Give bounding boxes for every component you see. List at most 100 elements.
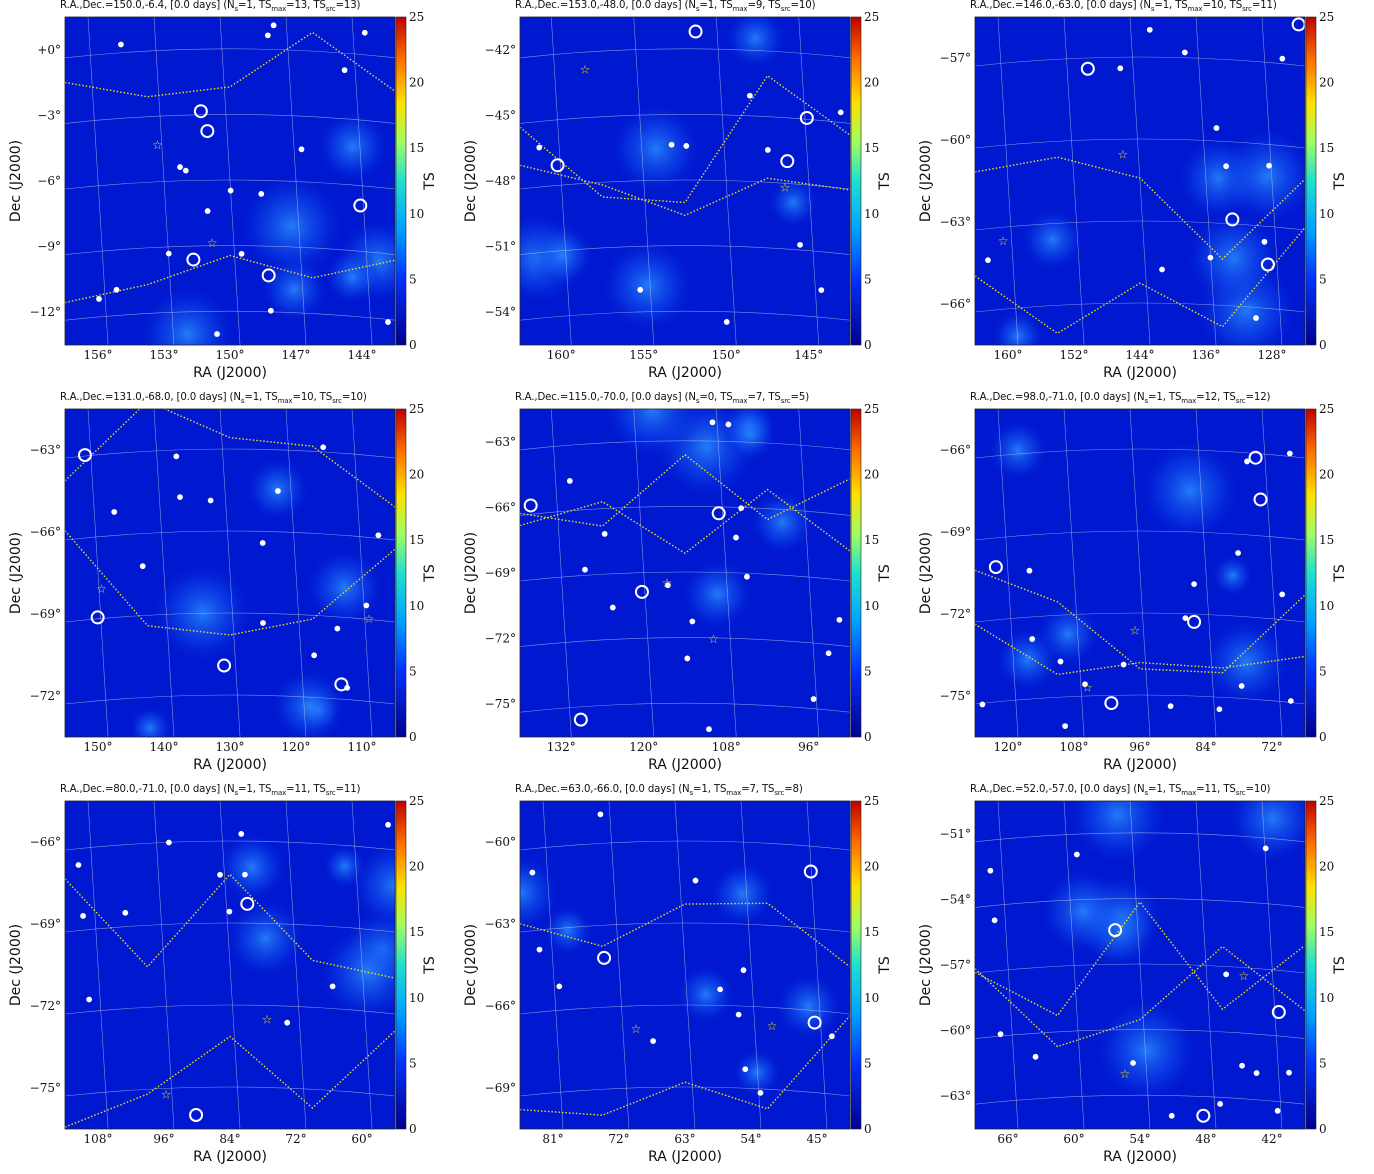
- ts-excess-blob: [774, 971, 844, 1042]
- ra-gridline: [87, 409, 109, 737]
- catalog-source-marker: [86, 996, 93, 1003]
- galactic-contour: [975, 227, 1305, 335]
- colorbar-tick-label: 25: [864, 402, 879, 416]
- colorbar-tick-label: 10: [1319, 599, 1334, 613]
- colorbar-tick-label: 15: [1319, 533, 1334, 547]
- colorbar-label: TS: [877, 172, 893, 191]
- colorbar-tick-label: 15: [409, 533, 424, 547]
- dec-tick-label: −63°: [485, 917, 516, 931]
- ts-map-svg: ☆ ☆ 0 5 10 15 20 25 TS 156° 153° 150° 147° 144° RA (J2…: [8, 10, 438, 381]
- catalog-source-marker: [536, 946, 543, 953]
- y-axis-label: Dec (J2000): [918, 140, 934, 222]
- ts-map-panel: R.A.,Dec.=52.0,-57.0, [0.0 days] (Ns=1, …: [910, 784, 1350, 1174]
- catalog-source-marker: [1239, 1062, 1245, 1069]
- catalog-source-marker: [207, 497, 214, 504]
- map-frame: [64, 800, 396, 1130]
- catalog-source-marker: [601, 531, 608, 537]
- colorbar-tick-label: 20: [409, 76, 424, 90]
- catalog-source-marker: [1062, 723, 1068, 730]
- catalog-source-marker: [258, 191, 265, 197]
- ts-map-svg: ☆ ☆ 0 5 10 15 20 25 TS 66° 60° 54° 48° 42° RA (J2000) −…: [918, 794, 1348, 1165]
- ts-map-panel: R.A.,Dec.=80.0,-71.0, [0.0 days] (Ns=1, …: [0, 784, 440, 1174]
- ts-excess-blob: [680, 557, 755, 632]
- catalog-source-marker: [77, 448, 92, 463]
- colorbar-tick-label: 0: [1319, 338, 1327, 352]
- catalog-source-marker: [385, 319, 391, 325]
- catalog-source-marker: [1271, 1005, 1286, 1020]
- ts-excess-blob: [215, 831, 288, 904]
- colorbar-tick-label: 5: [864, 1056, 872, 1070]
- dec-gridline: [65, 694, 395, 705]
- catalog-source-marker: [742, 1066, 749, 1073]
- catalog-source-marker: [320, 444, 327, 451]
- ts-map-panel: R.A.,Dec.=98.0,-71.0, [0.0 days] (Ns=1, …: [910, 392, 1350, 782]
- catalog-source-marker: [1120, 661, 1127, 668]
- catalog-source-marker: [597, 950, 612, 965]
- ra-tick-label: 81°: [542, 1132, 563, 1146]
- ts-excess-blob: [1092, 996, 1201, 1105]
- catalog-source-marker: [717, 986, 724, 993]
- colorbar-tick-label: 0: [409, 730, 417, 744]
- catalog-source-marker: [111, 509, 118, 515]
- ra-gridline: [715, 17, 737, 345]
- colorbar-tick-label: 25: [1319, 402, 1334, 416]
- panel-title: R.A.,Dec.=63.0,-66.0, [0.0 days] (Ns=1, …: [515, 784, 803, 798]
- dec-gridline: [975, 612, 1305, 623]
- dec-tick-label: −45°: [485, 108, 516, 122]
- ra-tick-label: 48°: [1195, 1132, 1216, 1146]
- catalog-source-marker: [226, 908, 233, 915]
- catalog-source-marker: [267, 307, 274, 314]
- catalog-source-marker: [609, 604, 616, 611]
- ts-excess-blob: [731, 1047, 782, 1098]
- catalog-source-marker: [1244, 458, 1250, 465]
- dec-gridline: [65, 840, 395, 851]
- catalog-source-marker: [780, 154, 795, 169]
- ts-colorbar: [395, 800, 407, 1130]
- dec-gridline: [520, 1086, 850, 1097]
- colorbar-tick-label: 10: [864, 991, 879, 1005]
- ra-gridline: [740, 801, 762, 1129]
- dec-tick-label: −60°: [940, 1024, 971, 1038]
- catalog-source-marker: [582, 566, 588, 573]
- ra-gridline: [1195, 409, 1217, 737]
- catalog-source-marker: [259, 540, 266, 546]
- colorbar-tick-label: 5: [1319, 272, 1327, 286]
- x-axis-label: RA (J2000): [193, 757, 267, 773]
- dec-gridline: [65, 1004, 395, 1015]
- ts-excess-blob: [721, 409, 778, 463]
- ts-colorbar: [1305, 800, 1317, 1130]
- dec-gridline: [975, 898, 1305, 908]
- ts-map-svg: ☆ ☆ 0 5 10 15 20 25 TS 132° 120° 108° 96° RA (J2000) −…: [463, 402, 893, 773]
- catalog-source-marker: [997, 1031, 1004, 1038]
- colorbar-tick-label: 20: [864, 76, 879, 90]
- galactic-contour: [975, 569, 1305, 674]
- colorbar-tick-label: 10: [409, 207, 424, 221]
- star-marker: ☆: [767, 1019, 778, 1033]
- ra-tick-label: 153°: [150, 348, 179, 362]
- map-frame: [974, 408, 1306, 738]
- ts-excess-blob: [1137, 438, 1243, 543]
- catalog-source-marker: [1181, 49, 1188, 56]
- catalog-source-marker: [1253, 1070, 1260, 1076]
- y-axis-label: Dec (J2000): [463, 532, 479, 614]
- star-marker: ☆: [96, 582, 107, 596]
- colorbar-label: TS: [877, 564, 893, 583]
- ra-gridline: [153, 801, 175, 1129]
- catalog-source-marker: [275, 488, 281, 494]
- ts-excess-blob: [323, 248, 381, 306]
- star-marker: ☆: [631, 1022, 642, 1036]
- map-frame: [974, 16, 1306, 346]
- catalog-source-marker: [329, 983, 336, 990]
- galactic-contour: [975, 623, 1305, 676]
- ts-colorbar: [850, 800, 862, 1130]
- ra-gridline: [633, 409, 655, 737]
- ra-tick-label: 66°: [997, 1132, 1018, 1146]
- catalog-source-marker: [550, 158, 565, 173]
- dec-gridline: [65, 245, 395, 255]
- catalog-source-marker: [797, 241, 803, 248]
- y-axis-label: Dec (J2000): [463, 140, 479, 222]
- ts-excess-blob: [994, 626, 1061, 693]
- ra-tick-label: 132°: [547, 740, 576, 754]
- ts-excess-blob: [748, 489, 816, 556]
- ts-map-panel: R.A.,Dec.=115.0,-70.0, [0.0 days] (Ns=0,…: [455, 392, 895, 782]
